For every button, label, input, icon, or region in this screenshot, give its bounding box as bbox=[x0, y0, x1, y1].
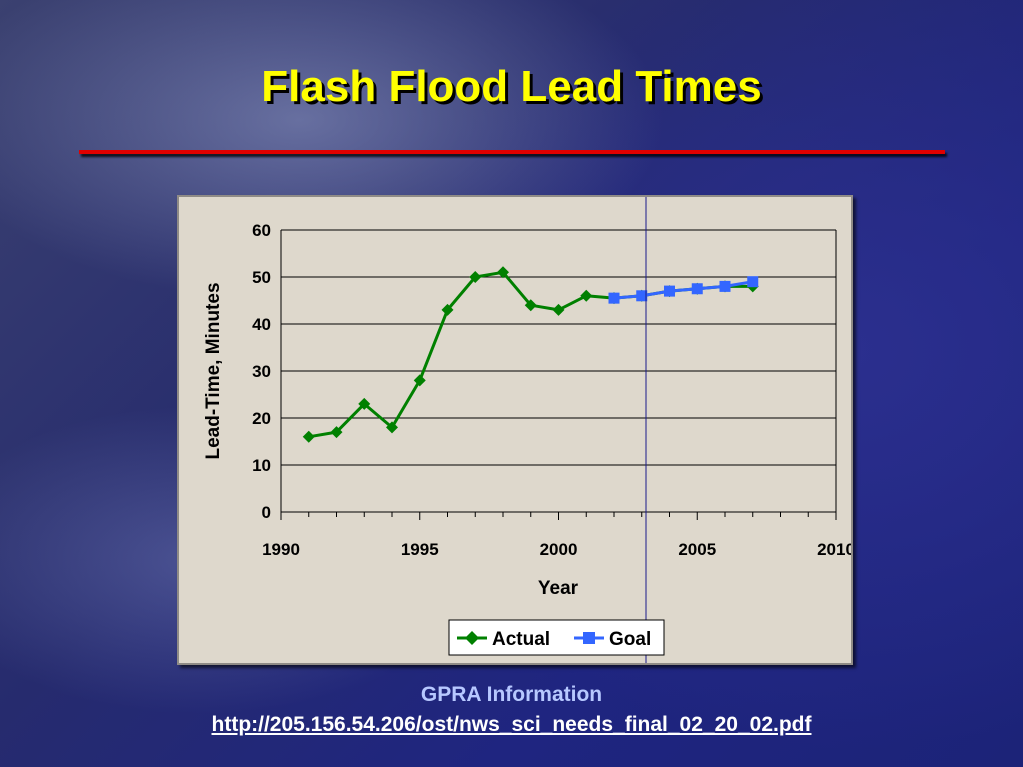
data-point-actual-1995 bbox=[413, 374, 426, 387]
axes: 0 10 20 30 40 50 60 1990 1995 2000 2005 2010 bbox=[252, 221, 851, 559]
series-line-goal bbox=[613, 280, 754, 300]
data-point-actual-1996 bbox=[441, 303, 454, 316]
data-point-goal-2003 bbox=[636, 290, 648, 302]
data-point-actual-1998 bbox=[497, 266, 509, 279]
series-layer bbox=[302, 266, 759, 443]
data-point-actual-2001 bbox=[580, 289, 593, 302]
y-axis-title: Lead-Time, Minutes bbox=[203, 282, 224, 459]
x-tick-label-2010: 2010 bbox=[817, 540, 851, 559]
y-tick-label-20: 20 bbox=[252, 409, 271, 428]
y-tick-label-40: 40 bbox=[252, 315, 271, 334]
data-point-goal-2005 bbox=[691, 283, 703, 295]
y-tick-label-30: 30 bbox=[252, 362, 271, 381]
gridlines bbox=[281, 229, 836, 513]
line-chart: 0 10 20 30 40 50 60 1990 1995 2000 2005 2010 Year L… bbox=[203, 197, 851, 663]
caption-title: GPRA Information bbox=[420, 683, 603, 706]
data-point-actual-1997 bbox=[469, 271, 482, 283]
legend-actual-label: Actual bbox=[492, 629, 550, 650]
series-line-actual bbox=[308, 270, 753, 439]
data-point-goal-2006 bbox=[719, 280, 731, 292]
data-point-actual-1992 bbox=[330, 426, 343, 439]
data-point-actual-1993 bbox=[358, 397, 371, 410]
x-tick-label-2000: 2000 bbox=[540, 540, 578, 559]
y-tick-label-50: 50 bbox=[252, 268, 271, 287]
x-tick-label-2005: 2005 bbox=[678, 540, 716, 559]
legend: Actual Goal bbox=[448, 619, 665, 656]
source-link[interactable]: http://205.156.54.206/ost/nws_sci_needs_… bbox=[211, 713, 812, 736]
x-tick-label-1990: 1990 bbox=[262, 540, 300, 559]
y-tick-label-10: 10 bbox=[252, 456, 271, 475]
y-tick-label-0: 0 bbox=[262, 503, 271, 522]
data-point-actual-2000 bbox=[552, 303, 565, 316]
data-point-actual-1994 bbox=[386, 421, 398, 434]
data-point-goal-2004 bbox=[664, 285, 675, 297]
legend-actual-marker bbox=[465, 631, 479, 645]
y-tick-label-60: 60 bbox=[252, 221, 271, 240]
title-divider bbox=[79, 150, 945, 154]
x-axis-title: Year bbox=[538, 578, 579, 599]
slide-title: Flash Flood Lead Times bbox=[261, 62, 762, 111]
data-point-actual-1999 bbox=[524, 299, 537, 312]
data-point-goal-2002 bbox=[608, 292, 620, 304]
chart-panel: 0 10 20 30 40 50 60 1990 1995 2000 2005 2010 Year L… bbox=[177, 195, 853, 665]
data-point-actual-1991 bbox=[302, 430, 315, 443]
x-tick-label-1995: 1995 bbox=[401, 540, 439, 559]
legend-goal-marker bbox=[583, 632, 595, 644]
data-point-goal-2007 bbox=[747, 276, 759, 288]
legend-goal-label: Goal bbox=[609, 629, 651, 650]
